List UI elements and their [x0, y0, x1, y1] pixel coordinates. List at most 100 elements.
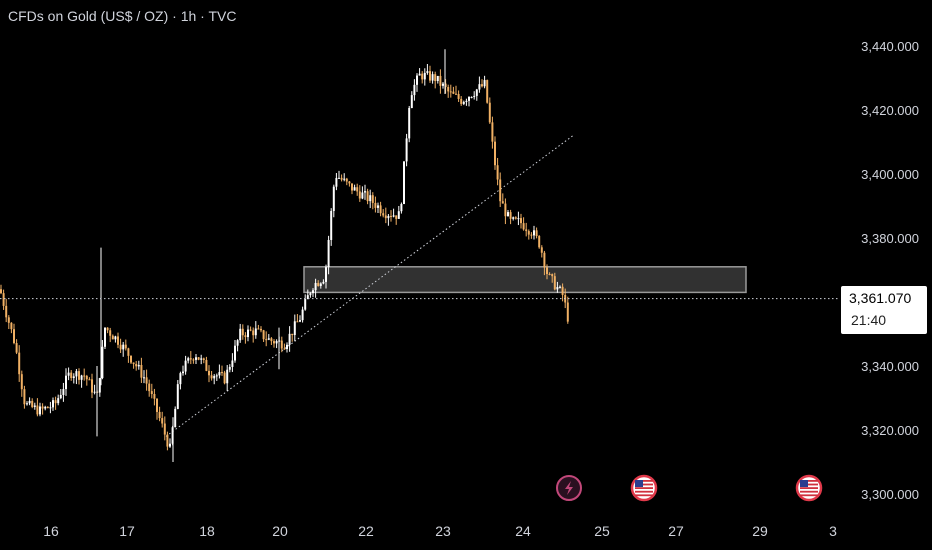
candle: [387, 214, 390, 226]
chart-title: CFDs on Gold (US$ / OZ) · 1h · TVC: [8, 8, 237, 24]
candle: [18, 345, 21, 382]
candle: [67, 367, 70, 381]
candle: [39, 402, 41, 417]
candle: [161, 411, 164, 428]
x-tick-label: 17: [119, 523, 135, 539]
candle: [379, 201, 382, 217]
candle: [478, 76, 481, 93]
candle: [452, 86, 455, 95]
candle: [148, 379, 151, 397]
candle: [163, 416, 166, 441]
candle: [59, 389, 62, 400]
bar-countdown-label: 21:40: [851, 312, 887, 328]
y-tick-label: 3,340.000: [861, 359, 919, 374]
candle: [249, 326, 252, 332]
candle: [535, 227, 538, 239]
candle: [202, 357, 205, 364]
candle: [371, 192, 374, 210]
event-layer[interactable]: [556, 474, 823, 502]
y-axis[interactable]: 3,440.000 3,420.000 3,400.000 3,380.000 3,34…: [861, 39, 919, 502]
candle: [444, 79, 447, 94]
candle: [210, 371, 213, 381]
candle: [70, 370, 73, 381]
candle: [517, 211, 520, 226]
candle: [213, 374, 216, 385]
candle: [28, 397, 31, 406]
candle: [75, 368, 78, 385]
candle: [559, 285, 561, 289]
candle: [421, 71, 424, 84]
candle: [52, 397, 54, 411]
candle: [353, 184, 356, 191]
candle: [413, 79, 416, 101]
candle: [270, 337, 273, 345]
candle: [174, 406, 177, 428]
candle: [530, 232, 533, 239]
candle: [104, 327, 106, 350]
candle: [392, 208, 395, 218]
candle: [312, 288, 314, 298]
trendline[interactable]: [165, 135, 574, 437]
candle: [527, 229, 530, 240]
candle: [265, 331, 268, 347]
candle: [158, 406, 161, 422]
candle: [273, 339, 275, 348]
candle: [533, 225, 535, 240]
candle: [291, 333, 294, 342]
candle: [114, 335, 117, 343]
candle: [192, 358, 195, 364]
candle: [317, 280, 320, 287]
candle: [426, 63, 429, 75]
us-flag-icon[interactable]: [795, 474, 823, 502]
trendline-layer: [165, 135, 574, 437]
x-tick-label: 24: [515, 523, 531, 539]
candle: [205, 356, 208, 372]
candle: [241, 324, 244, 340]
candle: [228, 364, 231, 373]
candle: [184, 355, 187, 375]
candle: [351, 183, 353, 195]
candle: [369, 189, 372, 209]
candle: [374, 196, 377, 213]
candle: [254, 321, 257, 339]
x-axis[interactable]: 16 17 18 20 22 23 24 25 27 29 3: [43, 523, 837, 539]
candle: [299, 315, 301, 323]
candle: [327, 235, 330, 275]
candle: [153, 388, 156, 406]
candle: [189, 351, 192, 365]
candle: [145, 369, 148, 391]
candle: [98, 377, 101, 397]
candle: [512, 216, 515, 221]
candle: [215, 373, 218, 381]
candle: [260, 326, 262, 333]
candle: [403, 161, 405, 205]
candle: [348, 180, 351, 187]
candle: [540, 245, 543, 258]
candle: [101, 340, 104, 380]
lightning-icon[interactable]: [556, 475, 582, 501]
current-price-tag: 3,361.070 21:40: [841, 286, 927, 334]
candle: [226, 365, 229, 391]
candle: [106, 327, 109, 334]
candle: [31, 398, 34, 409]
candle: [395, 215, 398, 225]
candle: [546, 264, 548, 280]
candle: [439, 69, 442, 94]
candle: [486, 79, 489, 104]
candle: [5, 298, 8, 323]
candle: [88, 377, 91, 381]
candle: [72, 373, 75, 384]
candle: [410, 91, 413, 109]
us-flag-icon[interactable]: [630, 474, 658, 502]
support-zone-box[interactable]: [303, 266, 747, 294]
candle: [309, 292, 312, 298]
candle: [429, 65, 431, 83]
candle: [522, 217, 525, 231]
candle: [221, 365, 223, 376]
candle: [41, 403, 44, 415]
candle: [405, 133, 408, 167]
candle: [457, 90, 460, 102]
candle: [187, 356, 190, 364]
candle: [423, 68, 426, 86]
